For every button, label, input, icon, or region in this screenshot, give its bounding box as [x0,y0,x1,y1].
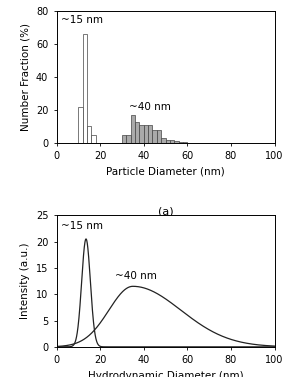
X-axis label: Particle Diameter (nm): Particle Diameter (nm) [106,167,225,177]
X-axis label: Hydrodynamic Diameter (nm): Hydrodynamic Diameter (nm) [88,371,243,377]
Bar [170,140,174,143]
Bar [83,34,87,143]
Y-axis label: Number Fraction (%): Number Fraction (%) [20,23,30,131]
Text: ~40 nm: ~40 nm [115,271,157,280]
Bar [91,135,96,143]
Bar [126,135,131,143]
Bar [87,126,91,143]
Bar [153,130,157,143]
Bar [148,125,153,143]
Bar [78,107,83,143]
Y-axis label: Intensity (a.u.): Intensity (a.u.) [20,243,30,319]
Text: ~40 nm: ~40 nm [128,102,170,112]
Bar [157,130,161,143]
Bar [135,121,140,143]
Text: ~15 nm: ~15 nm [61,15,103,25]
Bar [166,139,170,143]
Bar [174,141,179,143]
Text: (a): (a) [158,206,173,216]
Bar [179,142,183,143]
Bar [140,125,144,143]
Bar [122,135,126,143]
Bar [144,125,148,143]
Bar [131,115,135,143]
Text: ~15 nm: ~15 nm [61,221,103,230]
Bar [161,138,166,143]
